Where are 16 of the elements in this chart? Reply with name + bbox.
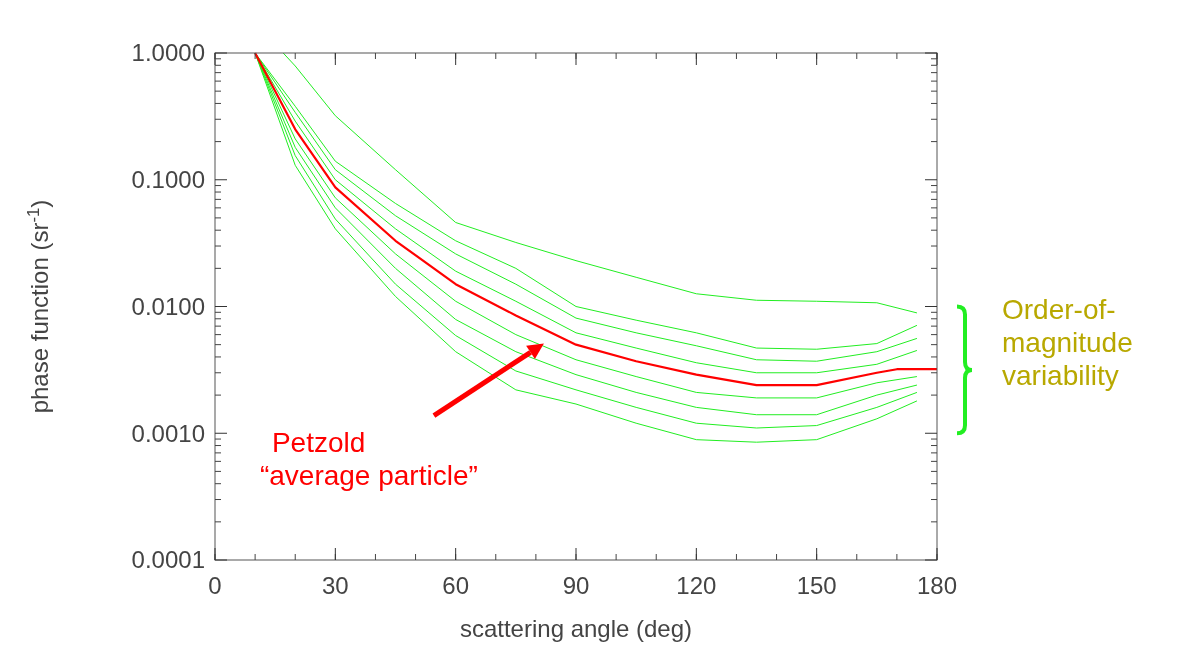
x-tick-label: 180: [916, 572, 958, 599]
line-series: [282, 52, 918, 314]
y-tick-label: 0.0010: [131, 419, 205, 447]
text: Order-of- magnitude variability: [1002, 293, 1133, 391]
x-axis-title: scattering angle (deg): [459, 615, 693, 642]
x-tick-label: 0: [208, 572, 222, 599]
x-tick-label: 120: [676, 572, 717, 599]
x-tick-label: 90: [562, 572, 590, 599]
x-tick-label: 150: [796, 572, 837, 599]
y-tick-label: 1.0000: [131, 39, 205, 67]
x-tick-label: 30: [321, 572, 349, 599]
x-tick-label: 60: [442, 572, 470, 599]
y-tick-label: 0.0001: [131, 546, 205, 574]
y-tick-label: 0.1000: [131, 166, 205, 194]
y-tick-label: 0.0100: [131, 292, 205, 320]
annotation: Petzold “average particle”: [259, 426, 478, 491]
